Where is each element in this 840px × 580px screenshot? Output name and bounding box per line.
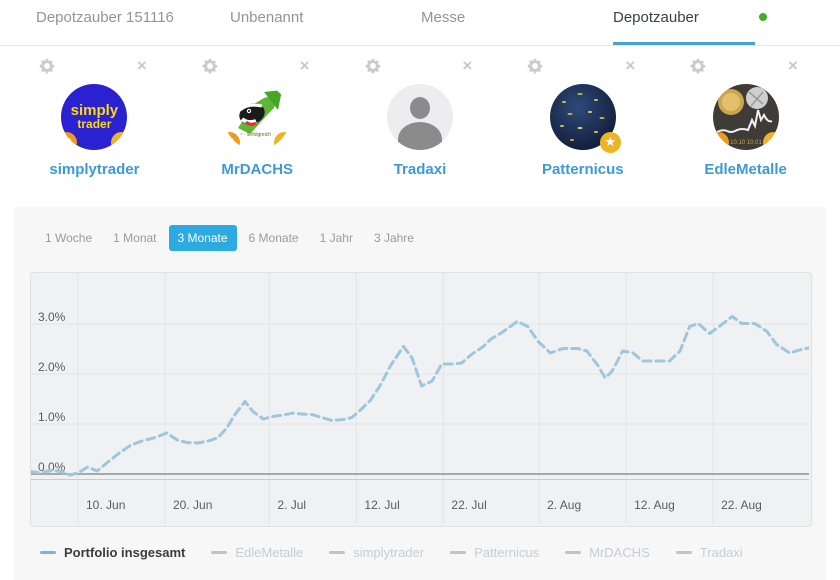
axis-tick-label: 22. Aug	[721, 498, 762, 512]
star-badge-icon: ★	[274, 132, 291, 150]
chart-panel: 1 Woche 1 Monat 3 Monate 6 Monate 1 Jahr 3 Ja…	[14, 207, 826, 580]
trader-card-mrdachs: × ~ · Erfolgreich · R ★ MrDACHS	[176, 48, 339, 198]
trader-card-edlemetalle: × 10.10 10.01 R ★ EdleMetalle	[664, 48, 827, 198]
legend-marker	[211, 551, 228, 554]
close-icon[interactable]: ×	[788, 56, 798, 75]
time-range-selector: 1 Woche 1 Monat 3 Monate 6 Monate 1 Jahr 3 Ja…	[36, 225, 423, 251]
tab-bar: Depotzauber 151116 Unbenannt Messe Depotzau…	[0, 0, 840, 46]
axis-tick-label: 22. Jul	[451, 498, 486, 512]
chart-canvas: 3.0%2.0%1.0%0.0%10. Jun 20. Jun 2. Jul 12. …	[31, 273, 809, 524]
tab-unbenannt[interactable]: Unbenannt	[230, 9, 304, 26]
axis-tick-label: 2.0%	[38, 360, 66, 374]
svg-text:~ · Erfolgreich ·: ~ · Erfolgreich ·	[240, 132, 275, 138]
legend-marker	[675, 551, 692, 554]
gear-icon[interactable]	[39, 58, 55, 74]
avatar-text-line: trader	[77, 117, 112, 131]
axis-tick-label: 10. Jun	[86, 498, 125, 512]
gear-icon[interactable]	[202, 58, 218, 74]
avatar[interactable]: 10.10 10.01 R ★	[712, 84, 779, 150]
trader-card-simplytrader: × simply trader R ★ simplytrader	[13, 48, 176, 198]
legend-item-tradaxi[interactable]: Tradaxi	[675, 545, 743, 560]
legend-label: EdleMetalle	[235, 545, 304, 560]
person-silhouette-icon	[397, 122, 442, 150]
legend-marker	[565, 551, 582, 554]
avatar-text-line: simply	[70, 102, 119, 119]
axis-tick-label: 12. Aug	[634, 498, 675, 512]
legend-item-patternicus[interactable]: Patternicus	[450, 545, 539, 560]
legend-item-portfolio-insgesamt[interactable]: Portfolio insgesamt	[40, 545, 185, 560]
trader-card-tradaxi: × Tradaxi	[339, 48, 502, 198]
axis-tick-label: 2. Jul	[277, 498, 306, 512]
tab-depotzauber-151116[interactable]: Depotzauber 151116	[36, 9, 174, 26]
axis-tick-label: 3.0%	[38, 310, 66, 324]
svg-text:10.10 10.01: 10.10 10.01	[730, 140, 762, 146]
gear-icon[interactable]	[690, 58, 706, 74]
legend-item-simplytrader[interactable]: simplytrader	[329, 545, 424, 560]
legend-item-mrdachs[interactable]: MrDACHS	[565, 545, 650, 560]
range-button-1-jahr[interactable]: 1 Jahr	[319, 231, 353, 245]
legend-label: Patternicus	[474, 545, 540, 560]
axis-tick-label: 1.0%	[38, 410, 66, 424]
close-icon[interactable]: ×	[625, 56, 636, 75]
legend-label: Tradaxi	[699, 545, 743, 560]
legend-marker	[40, 551, 56, 554]
close-icon[interactable]: ×	[299, 56, 310, 75]
range-button-1-monat[interactable]: 1 Monat	[113, 231, 157, 245]
tab-messe[interactable]: Messe	[421, 9, 466, 26]
axis-tick-label: 2. Aug	[547, 498, 581, 512]
trader-card-patternicus: × ★ Patternicus	[501, 48, 664, 198]
gear-icon[interactable]	[365, 58, 381, 74]
status-dot	[759, 13, 767, 21]
trader-name[interactable]: simplytrader	[49, 161, 140, 178]
range-button-3-jahre[interactable]: 3 Jahre	[373, 231, 414, 245]
star-badge-icon: ★	[111, 132, 128, 150]
avatar[interactable]: ~ · Erfolgreich · R ★	[224, 84, 291, 150]
legend-item-edlemetalle[interactable]: EdleMetalle	[211, 545, 303, 560]
gear-icon[interactable]	[527, 58, 543, 74]
axis-tick-label: 20. Jun	[173, 498, 212, 512]
r-badge-icon: R	[712, 132, 729, 150]
r-badge-icon: R	[224, 132, 241, 150]
trader-name[interactable]: MrDACHS	[221, 161, 294, 178]
r-badge-icon: R	[61, 132, 78, 150]
chart-legend: Portfolio insgesamt EdleMetalle simplytrad…	[40, 545, 743, 560]
legend-marker	[329, 551, 346, 554]
range-button-1-woche[interactable]: 1 Woche	[45, 231, 93, 245]
legend-label: simplytrader	[353, 545, 425, 560]
legend-label: Portfolio insgesamt	[64, 545, 186, 560]
avatar[interactable]: simply trader R ★	[61, 84, 128, 150]
trader-name[interactable]: Tradaxi	[393, 161, 447, 178]
star-badge-icon: ★	[599, 132, 621, 153]
legend-marker	[450, 551, 467, 554]
range-button-3-monate[interactable]: 3 Monate	[168, 225, 237, 251]
trader-cards-row: × simply trader R ★ simplytrader × ~ · Erfolgre…	[13, 48, 827, 206]
range-button-6-monate[interactable]: 6 Monate	[248, 231, 299, 245]
performance-chart: 3.0% 2.0% 1.0% 0.0% 10. Jun 20. Jun 2. Jul 12. …	[30, 272, 812, 527]
portfolio-performance-line	[31, 315, 809, 477]
avatar[interactable]	[386, 84, 453, 150]
avatar[interactable]: ★	[549, 84, 621, 153]
trader-name[interactable]: EdleMetalle	[704, 161, 787, 178]
person-silhouette-icon	[409, 97, 430, 119]
close-icon[interactable]: ×	[462, 56, 473, 75]
star-badge-icon: ★	[762, 132, 779, 150]
tab-depotzauber[interactable]: Depotzauber	[613, 0, 755, 45]
trader-name[interactable]: Patternicus	[541, 161, 624, 178]
axis-tick-label: 12. Jul	[364, 498, 399, 512]
close-icon[interactable]: ×	[136, 56, 147, 75]
legend-label: MrDACHS	[589, 545, 650, 560]
